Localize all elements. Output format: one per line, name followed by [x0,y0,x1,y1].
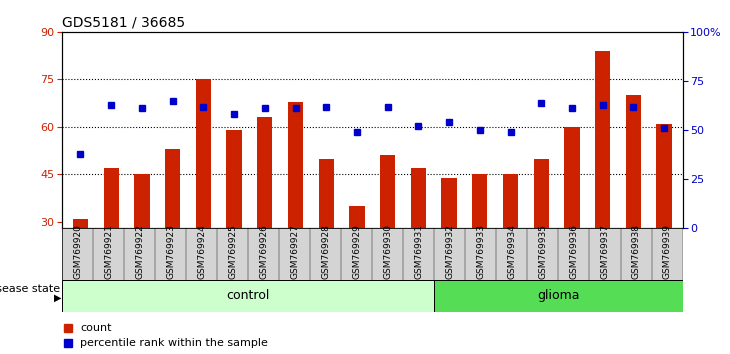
Text: GSM769923: GSM769923 [166,224,175,279]
Text: GSM769920: GSM769920 [73,224,82,279]
Bar [534,159,549,228]
Text: control: control [226,289,270,302]
Bar [73,219,88,228]
Bar [564,127,580,228]
Bar [62,228,683,280]
Text: GSM769927: GSM769927 [291,224,299,279]
Text: GSM769937: GSM769937 [601,224,610,279]
Bar [196,79,211,228]
Text: GSM769926: GSM769926 [259,224,268,279]
Bar [411,168,426,228]
Bar [503,175,518,228]
Text: GSM769939: GSM769939 [663,224,672,279]
Text: GDS5181 / 36685: GDS5181 / 36685 [62,15,185,29]
Text: GSM769924: GSM769924 [197,224,206,279]
Text: disease state: disease state [0,284,61,294]
Bar [434,280,683,312]
Bar [349,206,364,228]
Bar [165,149,180,228]
Bar [288,102,303,228]
Text: GSM769931: GSM769931 [415,224,423,279]
Text: GSM769921: GSM769921 [104,224,113,279]
Text: GSM769932: GSM769932 [445,224,454,279]
Bar [134,175,150,228]
Text: percentile rank within the sample: percentile rank within the sample [80,338,268,348]
Bar [656,124,672,228]
Text: GSM769930: GSM769930 [383,224,392,279]
Bar [442,178,457,228]
Bar [472,175,488,228]
Text: GSM769922: GSM769922 [135,224,144,279]
Bar [62,280,434,312]
Bar [380,155,396,228]
Bar [104,168,119,228]
Text: ▶: ▶ [54,293,61,303]
Text: GSM769936: GSM769936 [569,224,578,279]
Bar [226,130,242,228]
Text: GSM769929: GSM769929 [353,224,361,279]
Text: GSM769925: GSM769925 [228,224,237,279]
Text: GSM769934: GSM769934 [507,224,516,279]
Bar [626,95,641,228]
Bar [257,118,272,228]
Text: glioma: glioma [537,289,580,302]
Text: GSM769938: GSM769938 [631,224,640,279]
Text: GSM769928: GSM769928 [321,224,330,279]
Text: GSM769935: GSM769935 [539,224,548,279]
Text: GSM769933: GSM769933 [477,224,485,279]
Text: count: count [80,322,112,332]
Bar [595,51,610,228]
Bar [318,159,334,228]
